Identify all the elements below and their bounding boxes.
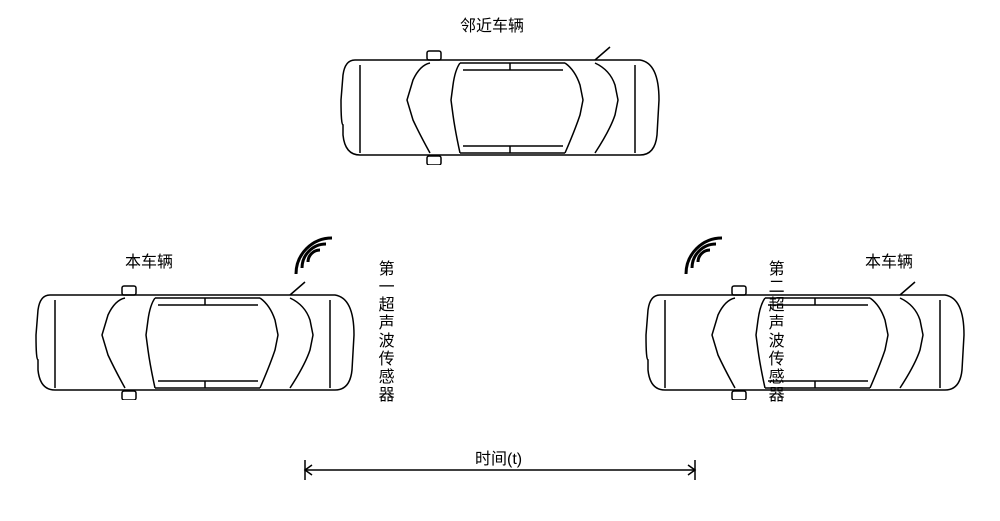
time-extent-arrow — [0, 0, 1000, 521]
